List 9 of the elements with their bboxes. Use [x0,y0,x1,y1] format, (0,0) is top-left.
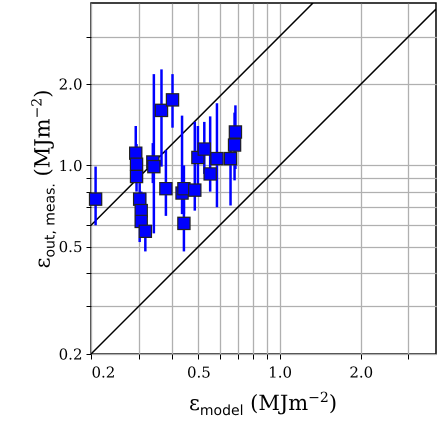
y-tick-label: 2.0 [58,76,82,94]
x-axis-title: ε$_{model}$ (MJm$^{−2}$) [188,390,338,420]
x-tick-label: 1.0 [268,364,292,382]
x-tick-label: 0.2 [92,364,116,382]
y-tick-label: 1.0 [58,156,82,175]
y-tick-label: 0.2 [58,346,82,364]
x-tick-label: 0.5 [186,364,211,382]
x-tick-label: 2.0 [349,364,374,382]
y-tick-label: 0.5 [58,238,82,256]
